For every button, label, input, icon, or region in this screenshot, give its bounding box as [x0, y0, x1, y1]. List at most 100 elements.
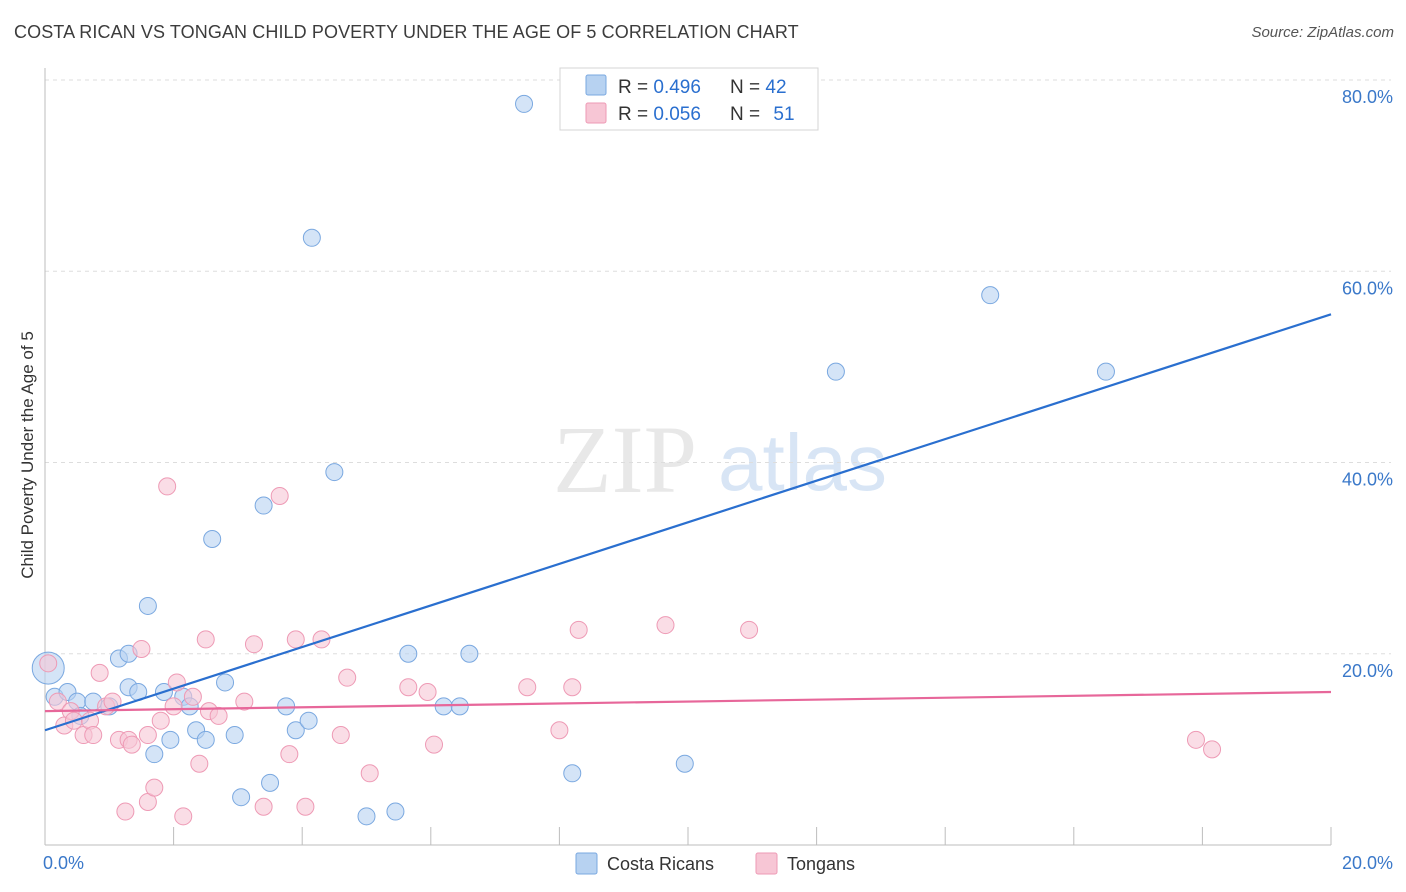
legend-swatch-tongans: [585, 102, 607, 124]
tongan-point: [90, 663, 109, 682]
costa-rican-point: [145, 745, 164, 764]
tongan-point: [235, 692, 254, 711]
legend-r-label-2: R =: [618, 104, 653, 125]
tongan-point: [158, 477, 177, 496]
axes: [44, 68, 1332, 846]
tongan-point: [1186, 730, 1205, 749]
tongan-point: [425, 735, 444, 754]
tongan-point: [656, 616, 675, 635]
tongan-point: [740, 620, 759, 639]
costa-rican-point: [302, 228, 321, 247]
bottom-legend-swatch-costa-ricans: [575, 852, 598, 875]
legend-n-value-1: 42: [765, 77, 786, 98]
tongan-point: [196, 630, 215, 649]
tongan-point: [569, 620, 588, 639]
costa-rican-point: [299, 711, 318, 730]
chart-title: COSTA RICAN VS TONGAN CHILD POVERTY UNDE…: [14, 22, 799, 42]
bottom-legend-label-costa-ricans: Costa Ricans: [607, 854, 714, 874]
tongan-point: [563, 678, 582, 697]
legend-r-value-2: 0.056: [653, 104, 701, 125]
costa-rican-point: [232, 788, 251, 807]
legend-n-label-1: N =: [730, 77, 765, 98]
y-tick-label: 60.0%: [1342, 278, 1393, 298]
tongan-point: [164, 697, 183, 716]
tongan-point: [84, 726, 103, 745]
tongan-point: [518, 678, 537, 697]
svg-text:R = 0.056: R = 0.056: [618, 104, 701, 125]
y-tick-label: 80.0%: [1342, 87, 1393, 107]
tongan-point: [122, 735, 141, 754]
tongan-point: [174, 807, 193, 826]
watermark-zip: ZIP: [553, 406, 697, 513]
costa-rican-point: [386, 802, 405, 821]
costa-ricans-points: [31, 94, 1115, 826]
costa-ricans-trend-line: [44, 313, 1332, 732]
costa-rican-point: [261, 773, 280, 792]
y-axis-label: Child Poverty Under the Age of 5: [18, 331, 37, 579]
tongan-point: [244, 635, 263, 654]
costa-rican-point: [161, 730, 180, 749]
tongan-point: [331, 726, 350, 745]
tongan-point: [138, 726, 157, 745]
legend-r-value-1: 0.496: [653, 77, 701, 98]
tongan-point: [418, 683, 437, 701]
watermark-atlas: atlas: [718, 418, 887, 507]
costa-rican-point: [203, 530, 222, 548]
costa-rican-point: [216, 673, 235, 692]
tongans-points: [39, 477, 1222, 826]
costa-rican-point: [450, 697, 469, 716]
tongan-point: [145, 778, 164, 797]
legend-swatch-costa-ricans: [585, 74, 607, 96]
costa-rican-point: [286, 721, 305, 740]
tongan-point: [550, 721, 569, 740]
tongan-point: [183, 687, 202, 706]
gridlines: [45, 79, 1391, 655]
costa-rican-point: [826, 362, 845, 381]
tongan-point: [296, 797, 315, 816]
tongan-point: [39, 654, 58, 673]
costa-rican-point: [254, 496, 273, 515]
costa-rican-point: [460, 644, 479, 663]
svg-text:R = 0.496: R = 0.496: [618, 77, 701, 98]
costa-rican-point: [563, 764, 582, 783]
y-tick-label: 40.0%: [1342, 470, 1393, 490]
x-tick-label: 20.0%: [1342, 853, 1393, 873]
tongan-point: [312, 630, 331, 649]
bottom-legend-label-tongans: Tongans: [787, 854, 855, 874]
costa-rican-point: [399, 644, 418, 663]
tongan-point: [399, 678, 418, 697]
legend-r-label-1: R =: [618, 77, 653, 98]
tongan-point: [270, 486, 289, 505]
tongan-point: [1203, 740, 1222, 759]
trend-lines: [44, 313, 1332, 732]
x-tick-label: 0.0%: [43, 853, 84, 873]
costa-rican-point: [515, 94, 534, 113]
tick-labels: 20.0% 40.0% 60.0% 80.0% 0.0% 20.0%: [43, 87, 1393, 873]
costa-rican-point: [357, 807, 376, 826]
costa-rican-point: [138, 596, 157, 615]
correlation-legend: R = 0.496 N = 42 R = 0.056 N = 51: [559, 67, 819, 131]
tongan-point: [360, 764, 379, 783]
costa-rican-point: [225, 726, 244, 745]
svg-text:N = 51: N = 51: [730, 104, 795, 125]
bottom-legend-swatch-tongans: [755, 852, 778, 875]
tongan-point: [151, 711, 170, 730]
svg-text:N = 42: N = 42: [730, 77, 787, 98]
tongan-point: [209, 706, 228, 725]
costa-rican-point: [196, 730, 215, 749]
costa-rican-point: [981, 286, 1000, 305]
tongans-trend-line: [44, 690, 1332, 713]
legend-n-value-2: 51: [773, 104, 794, 125]
tongan-point: [190, 754, 209, 773]
series-legend: Costa Ricans Tongans: [575, 852, 855, 875]
tongan-point: [338, 668, 357, 687]
y-tick-label: 20.0%: [1342, 661, 1393, 681]
tongan-point: [132, 639, 151, 658]
costa-rican-point: [1096, 362, 1115, 381]
tongan-point: [116, 802, 135, 821]
source-credit: Source: ZipAtlas.com: [1251, 24, 1394, 41]
tongan-point: [286, 630, 305, 649]
tongan-point: [254, 797, 273, 816]
legend-n-label-2: N =: [730, 104, 765, 125]
costa-rican-point: [277, 697, 296, 716]
